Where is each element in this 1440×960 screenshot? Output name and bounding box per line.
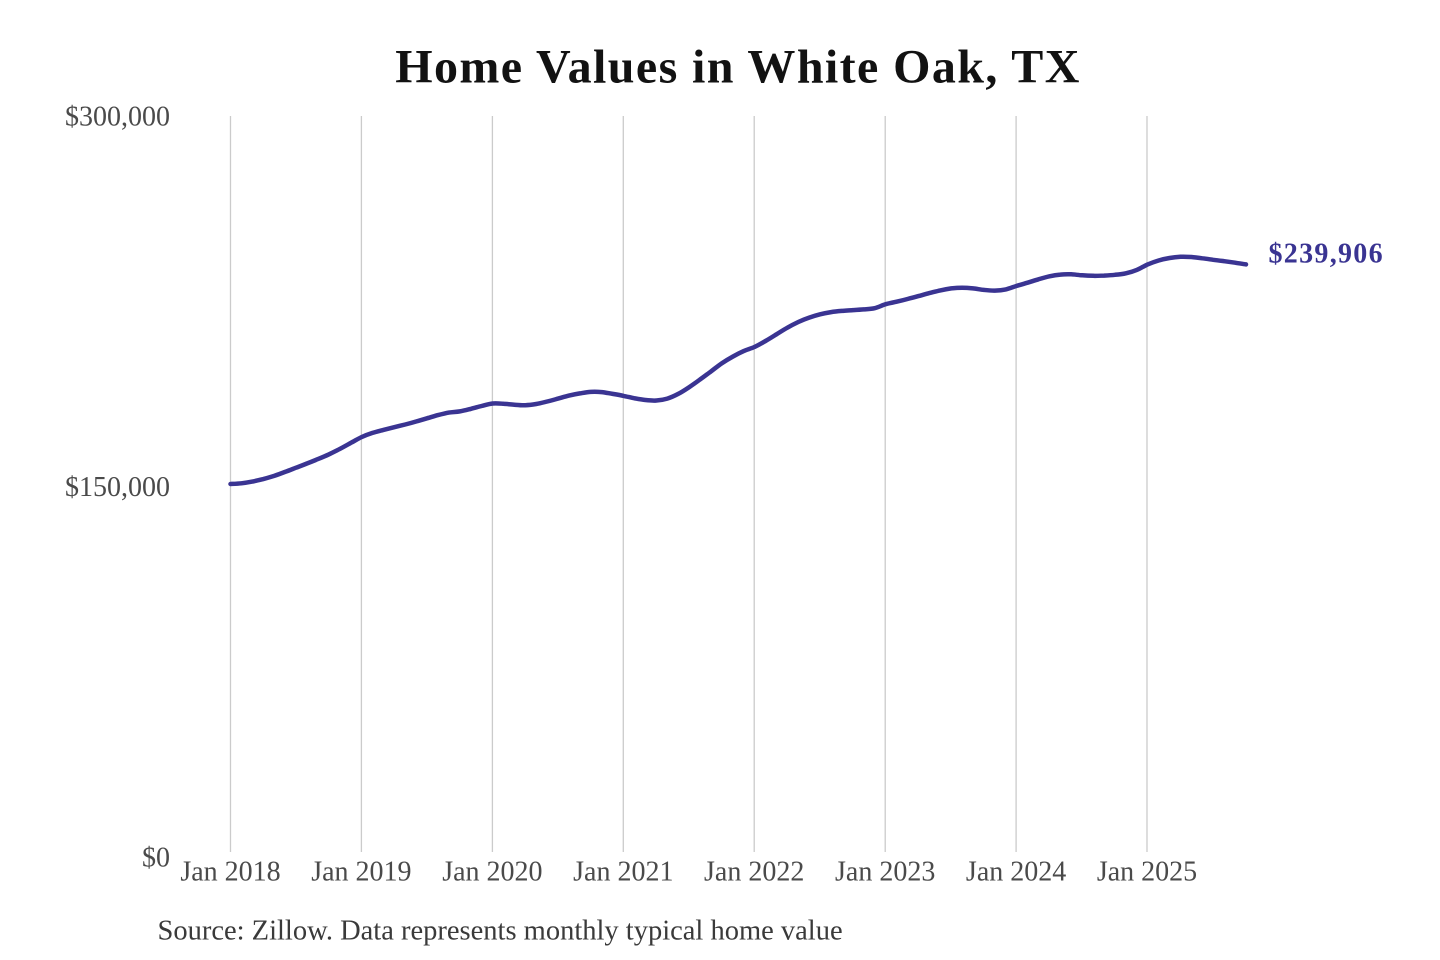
svg-text:Jan 2021: Jan 2021 xyxy=(573,856,673,887)
svg-text:Jan 2025: Jan 2025 xyxy=(1097,856,1197,887)
svg-text:Jan 2022: Jan 2022 xyxy=(704,856,804,887)
svg-text:$239,906: $239,906 xyxy=(1269,238,1384,269)
svg-text:Source: Zillow. Data represent: Source: Zillow. Data represents monthly … xyxy=(158,916,843,947)
svg-text:$0: $0 xyxy=(142,842,170,873)
svg-text:Jan 2019: Jan 2019 xyxy=(311,856,411,887)
svg-text:Home Values in White Oak, TX: Home Values in White Oak, TX xyxy=(395,41,1081,94)
svg-text:Jan 2020: Jan 2020 xyxy=(442,856,542,887)
svg-text:Jan 2023: Jan 2023 xyxy=(835,856,935,887)
svg-text:Jan 2024: Jan 2024 xyxy=(966,856,1066,887)
svg-text:Jan 2018: Jan 2018 xyxy=(180,856,280,887)
svg-text:$300,000: $300,000 xyxy=(65,101,170,132)
svg-text:$150,000: $150,000 xyxy=(65,472,170,503)
